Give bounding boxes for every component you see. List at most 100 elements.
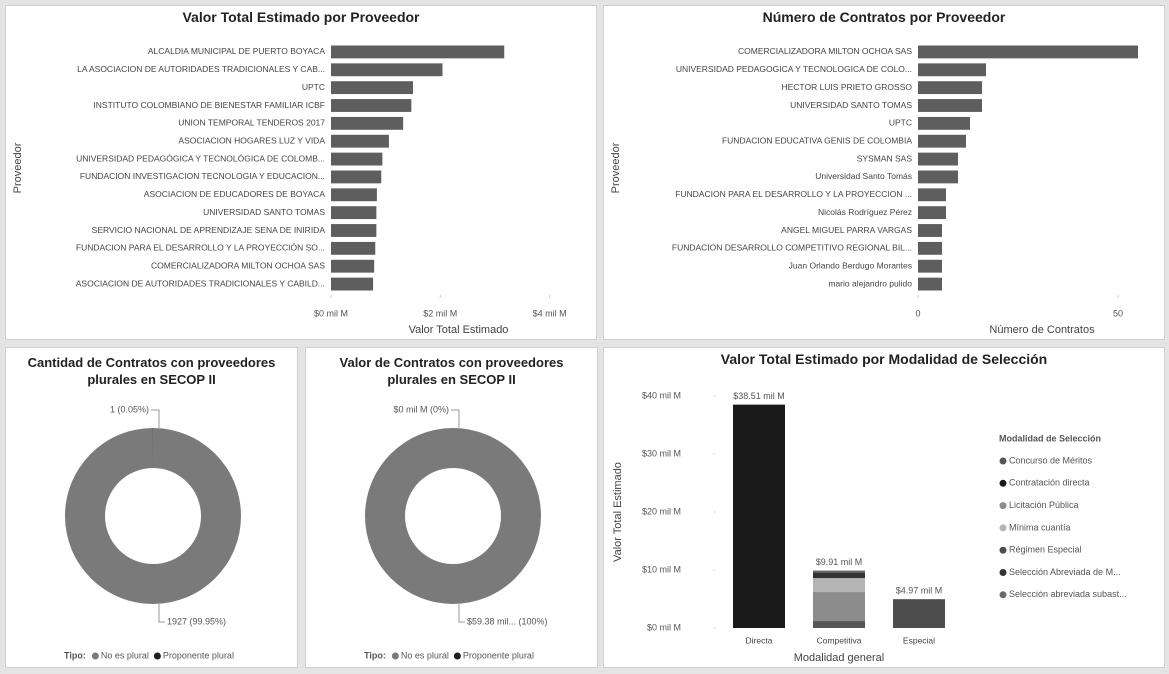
y-axis-label: Proveedor xyxy=(12,142,24,193)
data-label: 1927 (99.95%) xyxy=(167,616,226,626)
bar-segment xyxy=(813,572,865,579)
y-tick-label: mario alejandro pulido xyxy=(828,278,912,288)
y-tick-label: FUNDACION EDUCATIVA GENIS DE COLOMBIA xyxy=(722,135,912,145)
bar-segment xyxy=(813,621,865,628)
leader-line xyxy=(151,409,160,428)
y-tick-label: $10 mil M xyxy=(642,564,681,574)
y-tick-label: $20 mil M xyxy=(642,506,681,516)
y-tick-label: Universidad Santo Tomás xyxy=(815,171,912,181)
bar xyxy=(331,188,377,202)
legend-marker xyxy=(453,652,461,660)
chart: 1927 (99.95%) 1 (0.05%) Tipo: No es plural P… xyxy=(64,404,242,660)
bar-segment xyxy=(813,592,865,622)
y-tick-label: UNION TEMPORAL TENDEROS 2017 xyxy=(178,118,325,128)
bar xyxy=(918,170,958,184)
legend-marker xyxy=(999,591,1007,599)
chart-title: Valor Total Estimado por Modalidad de Se… xyxy=(720,351,1048,367)
y-tick-label: ASOCIACION HOGARES LUZ Y VIDA xyxy=(178,135,325,145)
x-tick-label: 0 xyxy=(915,308,920,318)
y-tick-label: UNIVERSIDAD PEDAGÓGICA Y TECNOLÓGICA DE … xyxy=(76,153,325,163)
data-label: $0 mil M (0%) xyxy=(393,404,449,414)
y-tick-label: $30 mil M xyxy=(642,448,681,458)
bar xyxy=(918,134,966,148)
panel: Valor Total Estimado por Modalidad de Se… xyxy=(603,347,1165,668)
leader-line xyxy=(458,604,465,623)
bar xyxy=(331,152,383,166)
x-tick-label: 50 xyxy=(1113,308,1123,318)
x-tick-label: Especial xyxy=(903,635,935,645)
legend-marker xyxy=(91,652,99,660)
panel: Valor de Contratos con proveedores plura… xyxy=(305,347,598,668)
legend-marker xyxy=(153,652,161,660)
data-label: $59.38 mil... (100%) xyxy=(467,616,548,626)
legend-label: Contratación directa xyxy=(1009,478,1090,488)
y-tick-label: SERVICIO NACIONAL DE APRENDIZAJE SENA DE… xyxy=(92,225,326,235)
bar-segment xyxy=(733,404,785,628)
legend-marker xyxy=(999,502,1007,510)
x-axis-label: Número de Contratos xyxy=(989,324,1095,336)
bar-segment xyxy=(893,599,945,628)
y-tick-label: UPTC xyxy=(302,82,325,92)
bar xyxy=(331,63,443,77)
bar xyxy=(918,277,942,291)
y-tick-label: INSTITUTO COLOMBIANO DE BIENESTAR FAMILI… xyxy=(93,100,325,110)
bar xyxy=(918,81,982,95)
legend-label: Proponente plural xyxy=(163,650,234,660)
x-axis-label: Valor Total Estimado xyxy=(409,324,509,336)
y-tick-label: SYSMAN SAS xyxy=(857,153,913,163)
y-tick-label: $40 mil M xyxy=(642,390,681,400)
bar xyxy=(331,81,413,95)
y-tick-label: FUNDACION PARA EL DESARROLLO Y LA PROYEC… xyxy=(675,189,912,199)
bar xyxy=(918,259,942,273)
bar xyxy=(918,99,982,112)
chart: ALCALDIA MUNICIPAL DE PUERTO BOYACA LA AS… xyxy=(12,45,567,336)
bar xyxy=(331,241,376,255)
x-tick-label: $0 mil M xyxy=(314,308,348,318)
y-tick-label: UNIVERSIDAD SANTO TOMAS xyxy=(790,100,912,110)
y-tick-label: COMERCIALIZADORA MILTON OCHOA SAS xyxy=(151,260,325,270)
panel: Número de Contratos por Proveedor COMERC… xyxy=(603,5,1165,340)
y-tick-label: LA ASOCIACION DE AUTORIDADES TRADICIONAL… xyxy=(77,64,325,74)
panel: Cantidad de Contratos con proveedores pl… xyxy=(5,347,298,668)
total-label: $9.91 mil M xyxy=(816,557,863,567)
y-tick-label: UNIVERSIDAD PEDAGOGICA Y TECNOLOGICA DE … xyxy=(676,64,912,74)
bar xyxy=(331,99,412,112)
legend-label: Régimen Especial xyxy=(1009,545,1082,555)
bar-segment xyxy=(813,570,865,573)
x-tick-label: $2 mil M xyxy=(423,308,457,318)
bar xyxy=(918,241,942,255)
legend-label: Mínima cuantía xyxy=(1009,522,1071,532)
bar xyxy=(918,224,942,237)
legend-marker xyxy=(999,524,1007,532)
legend-title: Tipo: xyxy=(64,650,86,660)
legend-label: Proponente plural xyxy=(463,650,534,660)
legend-label: No es plural xyxy=(401,650,449,660)
y-tick-label: FUNDACION DESARROLLO COMPETITIVO REGIONA… xyxy=(672,243,912,253)
bar xyxy=(918,63,986,77)
legend-label: Selección Abreviada de M... xyxy=(1009,567,1121,577)
y-tick-label: COMERCIALIZADORA MILTON OCHOA SAS xyxy=(738,46,912,56)
x-tick-label: Directa xyxy=(746,635,773,645)
y-axis-label: Valor Total Estimado xyxy=(612,462,624,562)
legend-marker xyxy=(999,457,1007,465)
legend-title: Tipo: xyxy=(364,650,386,660)
legend-label: No es plural xyxy=(101,650,149,660)
legend-label: Licitación Pública xyxy=(1009,500,1079,510)
bar-segment xyxy=(813,578,865,593)
leader-line xyxy=(451,409,460,428)
total-label: $4.97 mil M xyxy=(896,586,943,596)
chart-title: Número de Contratos por Proveedor xyxy=(762,9,1006,25)
legend-title: Modalidad de Selección xyxy=(999,433,1101,443)
legend-label: Concurso de Méritos xyxy=(1009,455,1093,465)
chart: COMERCIALIZADORA MILTON OCHOA SAS UNIVERS… xyxy=(610,45,1138,336)
y-tick-label: FUNDACION PARA EL DESARROLLO Y LA PROYEC… xyxy=(76,243,325,253)
bar xyxy=(918,152,958,166)
y-tick-label: ALCALDIA MUNICIPAL DE PUERTO BOYACA xyxy=(148,46,325,56)
chart-title: Cantidad de Contratos con proveedores pl… xyxy=(27,355,276,387)
chart-title: Valor Total Estimado por Proveedor xyxy=(182,9,420,25)
y-axis-label: Proveedor xyxy=(610,142,622,193)
total-label: $38.51 mil M xyxy=(733,391,785,401)
legend-marker xyxy=(999,479,1007,487)
legend-marker xyxy=(999,546,1007,554)
